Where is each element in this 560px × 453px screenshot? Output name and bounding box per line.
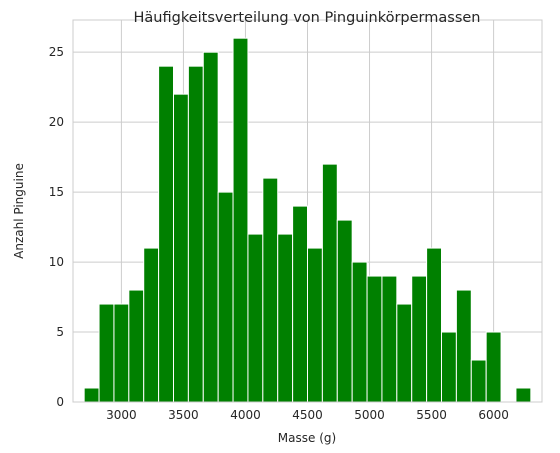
histogram-bar bbox=[203, 52, 218, 402]
y-tick-labels: 0 5 10 15 20 25 bbox=[49, 45, 64, 409]
histogram-bar bbox=[129, 290, 144, 402]
x-tick-label: 5500 bbox=[416, 408, 447, 422]
x-axis-label: Masse (g) bbox=[278, 431, 336, 445]
x-tick-label: 3500 bbox=[168, 408, 199, 422]
x-tick-label: 5000 bbox=[354, 408, 385, 422]
x-tick-label: 4500 bbox=[292, 408, 323, 422]
histogram-bar bbox=[456, 290, 471, 402]
histogram-bar bbox=[471, 360, 486, 402]
histogram-bar bbox=[99, 304, 114, 402]
x-tick-label: 3000 bbox=[106, 408, 137, 422]
histogram-bar bbox=[367, 276, 382, 402]
x-tick-label: 4000 bbox=[230, 408, 261, 422]
histogram-bar bbox=[427, 248, 442, 402]
histogram-bar bbox=[516, 388, 531, 402]
histogram-bar bbox=[322, 164, 337, 402]
histogram-bar bbox=[412, 276, 427, 402]
y-axis-label: Anzahl Pinguine bbox=[12, 163, 26, 259]
y-tick-label: 5 bbox=[56, 325, 64, 339]
y-tick-label: 20 bbox=[49, 115, 64, 129]
histogram-bar bbox=[397, 304, 412, 402]
x-tick-labels: 3000 3500 4000 4500 5000 5500 6000 bbox=[106, 408, 509, 422]
histogram-bar bbox=[293, 206, 308, 402]
histogram-bar bbox=[218, 192, 233, 402]
histogram-bar bbox=[308, 248, 323, 402]
y-tick-label: 25 bbox=[49, 45, 64, 59]
histogram-bar bbox=[263, 178, 278, 402]
histogram-bar bbox=[486, 332, 501, 402]
y-tick-label: 15 bbox=[49, 185, 64, 199]
histogram-bar bbox=[188, 66, 203, 402]
y-tick-label: 10 bbox=[49, 255, 64, 269]
histogram-bar bbox=[114, 304, 129, 402]
histogram-bar bbox=[337, 220, 352, 402]
chart-title: Häufigkeitsverteilung von Pinguinkörperm… bbox=[134, 10, 481, 26]
histogram-bar bbox=[159, 66, 174, 402]
histogram-bar bbox=[84, 388, 99, 402]
x-tick-label: 6000 bbox=[478, 408, 509, 422]
histogram-bar bbox=[352, 262, 367, 402]
histogram-bar bbox=[174, 94, 189, 402]
histogram-bar bbox=[144, 248, 159, 402]
y-tick-label: 0 bbox=[56, 395, 64, 409]
histogram-bar bbox=[278, 234, 293, 402]
histogram-bar bbox=[233, 38, 248, 402]
histogram-bar bbox=[382, 276, 397, 402]
histogram-bar bbox=[248, 234, 263, 402]
histogram-bar bbox=[442, 332, 457, 402]
